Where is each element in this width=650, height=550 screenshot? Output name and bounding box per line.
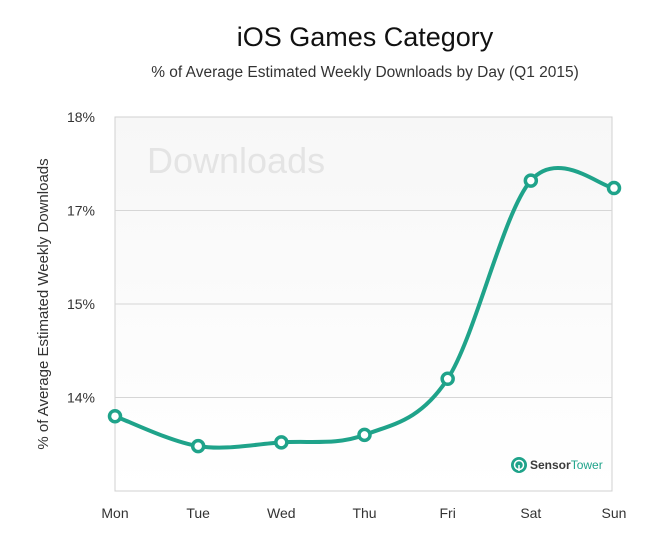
data-point	[606, 180, 622, 196]
data-point	[274, 435, 289, 450]
x-tick-label: Mon	[101, 505, 128, 521]
y-tick-label: 18%	[67, 109, 95, 125]
svg-text:SensorTower: SensorTower	[530, 458, 603, 472]
x-tick-label: Sat	[520, 505, 541, 521]
data-point	[190, 438, 206, 454]
data-point	[107, 408, 123, 424]
x-tick-label: Tue	[186, 505, 210, 521]
x-tick-label: Fri	[440, 505, 456, 521]
logo-text-sensor: Sensor	[530, 458, 571, 472]
y-tick-label: 17%	[67, 203, 95, 219]
downloads-watermark: Downloads	[147, 140, 325, 181]
data-point	[440, 371, 455, 387]
chart-subtitle: % of Average Estimated Weekly Downloads …	[151, 64, 579, 81]
sensortower-logo: SensorTower	[511, 457, 603, 473]
x-tick-label: Sun	[602, 505, 627, 521]
data-point	[523, 173, 539, 188]
logo-text-tower: Tower	[571, 458, 603, 472]
y-tick-label: 15%	[67, 296, 95, 312]
data-point	[357, 427, 372, 443]
y-axis-label: % of Average Estimated Weekly Downloads	[35, 158, 52, 449]
chart-title: iOS Games Category	[236, 22, 494, 52]
x-tick-label: Thu	[352, 505, 376, 521]
y-tick-label: 14%	[67, 390, 95, 406]
x-tick-label: Wed	[267, 505, 296, 521]
